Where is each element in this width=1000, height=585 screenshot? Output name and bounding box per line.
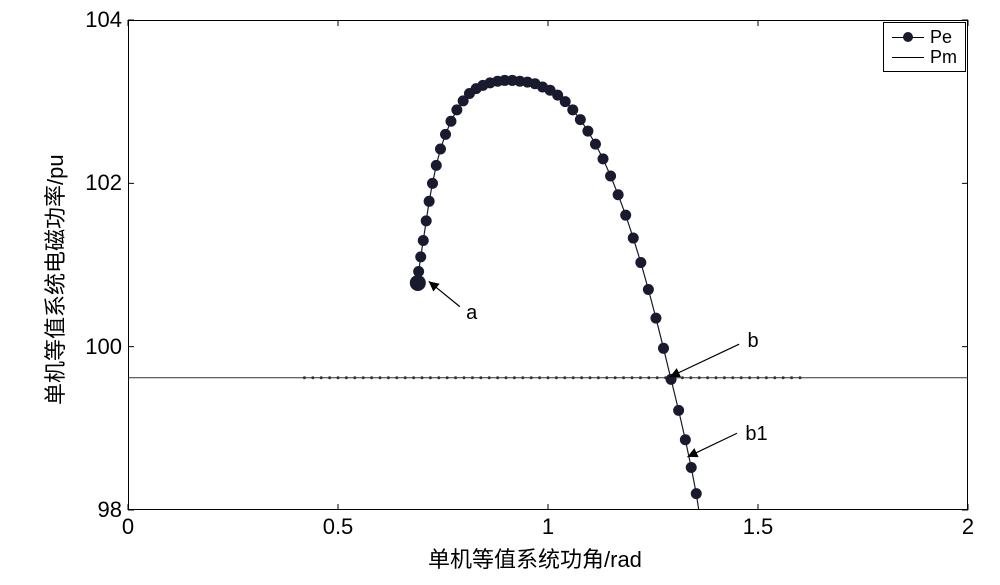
x-tick-label: 1 — [528, 514, 568, 540]
y-tick-label: 100 — [85, 334, 122, 360]
x-tick-label: 0.5 — [318, 514, 358, 540]
x-tick-label: 2 — [948, 514, 988, 540]
y-tick-label: 98 — [98, 497, 122, 523]
annotation-a: a — [466, 302, 477, 325]
y-tick-label: 104 — [85, 7, 122, 33]
annotation-b: b — [748, 330, 759, 353]
plot-svg — [0, 0, 1000, 585]
x-tick-label: 1.5 — [738, 514, 778, 540]
y-tick-label: 102 — [85, 170, 122, 196]
annotation-b1: b1 — [745, 423, 767, 446]
power-angle-chart: 单机等值系统电磁功率/pu 单机等值系统功角/rad Pe Pm a b b1 … — [0, 0, 1000, 585]
